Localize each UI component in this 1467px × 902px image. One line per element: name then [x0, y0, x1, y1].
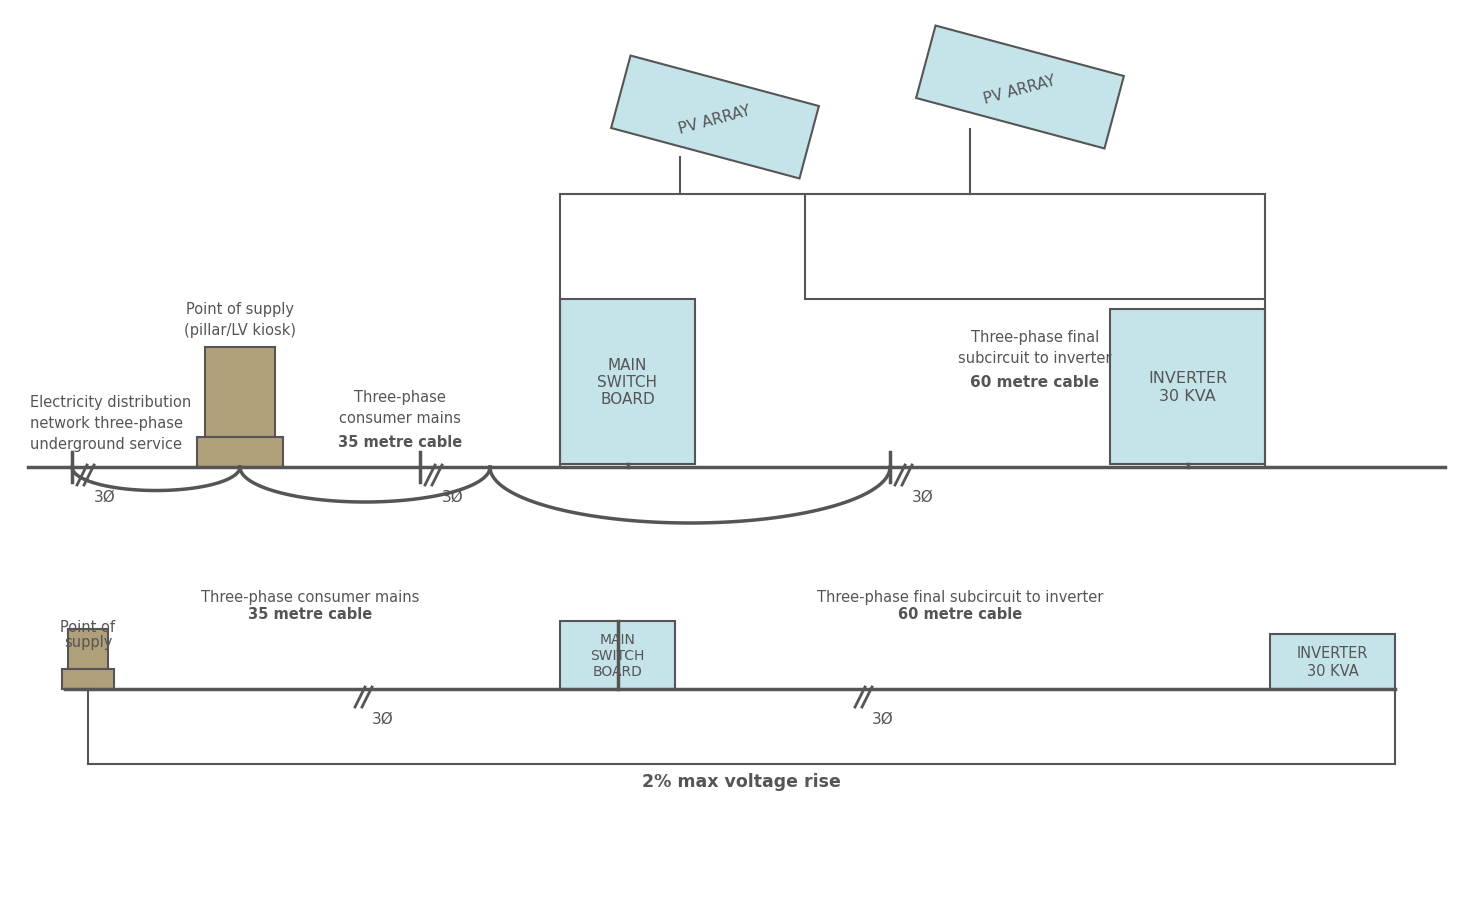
Polygon shape	[197, 437, 283, 467]
Polygon shape	[67, 630, 109, 669]
Polygon shape	[1111, 309, 1265, 465]
Text: Three-phase
consumer mains: Three-phase consumer mains	[339, 390, 461, 426]
Text: 2% max voltage rise: 2% max voltage rise	[643, 772, 841, 790]
Text: Three-phase consumer mains: Three-phase consumer mains	[201, 589, 420, 604]
Text: 35 metre cable: 35 metre cable	[248, 606, 373, 621]
Text: Three-phase final subcircuit to inverter: Three-phase final subcircuit to inverter	[817, 589, 1103, 604]
Polygon shape	[1270, 634, 1395, 689]
Text: 35 metre cable: 35 metre cable	[337, 435, 462, 449]
Text: 3Ø: 3Ø	[442, 490, 464, 504]
Text: MAIN
SWITCH
BOARD: MAIN SWITCH BOARD	[597, 357, 657, 407]
Polygon shape	[62, 669, 114, 689]
Polygon shape	[560, 299, 695, 465]
Text: Three-phase final
subcircuit to inverter: Three-phase final subcircuit to inverter	[958, 329, 1112, 365]
Polygon shape	[560, 621, 675, 689]
Text: PV ARRAY: PV ARRAY	[983, 73, 1058, 106]
Text: Electricity distribution
network three-phase
underground service: Electricity distribution network three-p…	[29, 394, 191, 452]
Text: 3Ø: 3Ø	[373, 711, 393, 726]
Text: INVERTER
30 KVA: INVERTER 30 KVA	[1297, 646, 1369, 678]
Polygon shape	[915, 26, 1124, 150]
Text: 60 metre cable: 60 metre cable	[898, 606, 1022, 621]
Text: 3Ø: 3Ø	[94, 490, 116, 504]
Text: Point of supply
(pillar/LV kiosk): Point of supply (pillar/LV kiosk)	[183, 301, 296, 337]
Text: Point of: Point of	[60, 620, 116, 634]
Polygon shape	[205, 347, 274, 437]
Text: 3Ø: 3Ø	[871, 711, 893, 726]
Text: 3Ø: 3Ø	[912, 490, 934, 504]
Text: PV ARRAY: PV ARRAY	[678, 103, 753, 137]
Text: MAIN
SWITCH
BOARD: MAIN SWITCH BOARD	[590, 632, 644, 678]
Text: 60 metre cable: 60 metre cable	[971, 374, 1100, 390]
Text: INVERTER
30 KVA: INVERTER 30 KVA	[1149, 371, 1226, 403]
Polygon shape	[612, 57, 819, 179]
Text: supply: supply	[63, 634, 111, 649]
